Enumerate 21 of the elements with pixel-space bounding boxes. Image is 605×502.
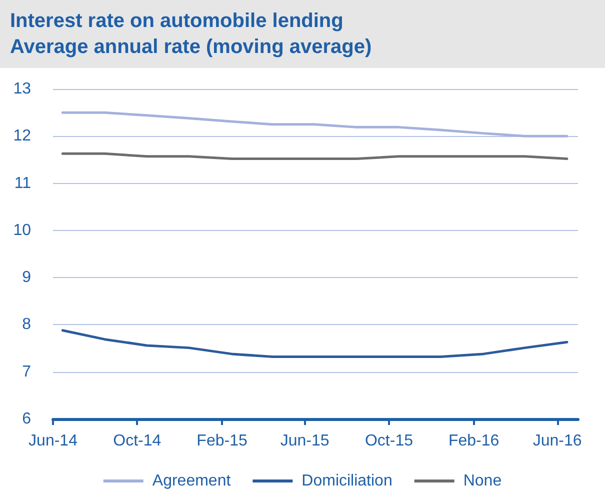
- y-tick-label: 9: [22, 269, 32, 286]
- y-tick-label: 10: [13, 222, 32, 239]
- x-tick-label: Feb-15: [196, 432, 248, 450]
- legend-label: Domiciliation: [302, 472, 392, 490]
- y-tick-label: 6: [22, 410, 32, 428]
- x-tick-label: Oct-14: [113, 432, 162, 450]
- x-tick-label: Jun-14: [28, 432, 78, 450]
- chart-title: Interest rate on automobile lending Average annual rate (moving average): [10, 10, 372, 58]
- x-tick-label: Oct-15: [364, 432, 414, 450]
- y-tick-label: 11: [14, 174, 32, 192]
- line-series: [61, 329, 568, 358]
- legend-label: None: [463, 472, 502, 490]
- x-tick-label: Jun-16: [532, 432, 582, 450]
- line-series: [61, 111, 568, 138]
- y-tick-label: 13: [13, 80, 32, 98]
- legend-label: Agreement: [152, 472, 232, 490]
- x-tick-label: Jun-15: [280, 432, 330, 450]
- x-tick-label: Feb-16: [448, 432, 500, 450]
- y-tick-label: 7: [22, 363, 32, 380]
- y-tick-label: 12: [13, 128, 32, 145]
- y-tick-label: 8: [22, 316, 32, 334]
